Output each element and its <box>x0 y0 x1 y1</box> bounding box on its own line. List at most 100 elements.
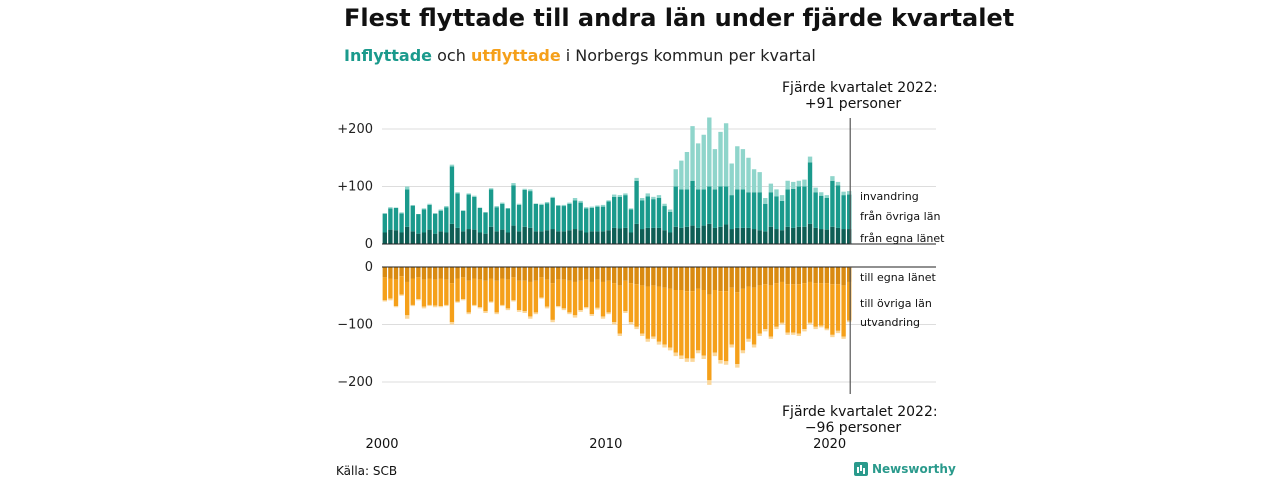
bar-inflow-immigration <box>612 194 617 197</box>
bar-outflow-own <box>690 267 695 292</box>
bar-outflow-other <box>690 291 695 359</box>
bar-inflow-own <box>847 229 852 244</box>
bar-inflow-other <box>768 192 774 227</box>
bar-inflow-immigration <box>404 186 410 190</box>
bar-inflow-other <box>589 207 595 232</box>
bar-inflow-immigration <box>388 207 393 209</box>
bar-inflow-own <box>500 229 505 244</box>
bar-inflow-immigration <box>567 202 572 204</box>
bar-outflow-emigration <box>544 306 550 309</box>
bar-outflow-other <box>662 287 667 345</box>
bar-outflow-own <box>807 267 813 282</box>
bar-outflow-emigration <box>617 333 622 336</box>
bar-inflow-immigration <box>701 134 706 190</box>
bar-inflow-own <box>723 224 729 244</box>
bar-outflow-emigration <box>500 304 505 307</box>
bar-outflow-emigration <box>494 312 499 315</box>
bar-inflow-own <box>763 231 768 244</box>
bar-outflow-emigration <box>768 336 774 339</box>
bar-outflow-other <box>427 278 432 305</box>
bar-inflow-own <box>438 231 443 244</box>
bar-inflow-other <box>533 203 539 232</box>
bar-inflow-immigration <box>651 196 656 200</box>
bar-inflow-immigration <box>740 149 746 190</box>
bar-inflow-immigration <box>746 157 751 193</box>
bar-outflow-own <box>684 267 690 292</box>
bar-outflow-other <box>740 288 746 351</box>
bar-outflow-other <box>684 291 690 359</box>
bar-inflow-own <box>684 226 690 244</box>
bar-outflow-other <box>556 279 561 307</box>
bar-outflow-emigration <box>589 314 595 316</box>
bar-inflow-immigration <box>606 200 611 202</box>
bar-inflow-other <box>656 198 662 228</box>
bar-outflow-emigration <box>785 332 790 335</box>
bar-outflow-emigration <box>779 322 785 325</box>
bar-outflow-other <box>612 283 617 323</box>
bar-outflow-own <box>723 267 729 292</box>
bar-outflow-emigration <box>516 310 522 312</box>
bar-outflow-emigration <box>723 361 729 365</box>
bar-outflow-emigration <box>561 308 567 311</box>
bar-inflow-own <box>494 231 499 244</box>
bar-outflow-other <box>673 290 678 353</box>
bar-inflow-immigration <box>600 204 606 207</box>
bar-outflow-own <box>432 267 438 280</box>
bar-inflow-own <box>735 227 740 244</box>
bar-outflow-other <box>438 278 443 307</box>
subtitle-rest: i Norbergs kommun per kvartal <box>560 46 816 65</box>
bar-inflow-other <box>813 192 818 228</box>
bar-outflow-other <box>572 281 578 316</box>
bar-outflow-own <box>612 267 617 284</box>
bar-outflow-own <box>847 267 852 282</box>
bar-outflow-emigration <box>707 380 712 385</box>
bar-inflow-own <box>667 232 673 244</box>
bar-outflow-own <box>578 267 583 281</box>
bar-inflow-immigration <box>494 206 499 208</box>
bar-outflow-emigration <box>522 311 527 313</box>
bar-outflow-emigration <box>455 301 460 303</box>
bar-outflow-other <box>410 278 415 305</box>
bar-outflow-emigration <box>690 358 695 362</box>
bar-outflow-emigration <box>432 305 438 308</box>
bar-outflow-other <box>701 290 706 356</box>
bar-outflow-emigration <box>819 325 824 328</box>
bar-inflow-own <box>841 229 846 244</box>
source-label: Källa: SCB <box>336 464 398 478</box>
bar-outflow-other <box>651 285 656 337</box>
bar-inflow-other <box>578 202 583 231</box>
bar-inflow-other <box>824 198 830 230</box>
bar-outflow-emigration <box>578 310 583 312</box>
annotation-bottom-line1: Fjärde kvartalet 2022: <box>782 404 938 420</box>
bar-outflow-own <box>494 267 499 281</box>
bar-inflow-own <box>550 229 555 244</box>
y-tick-label-top: +100 <box>337 180 373 195</box>
bar-inflow-immigration <box>757 172 762 193</box>
bar-inflow-own <box>751 229 757 244</box>
bar-outflow-own <box>466 267 471 281</box>
bar-inflow-other <box>516 204 522 232</box>
bar-inflow-own <box>589 231 595 244</box>
bar-outflow-own <box>662 267 667 288</box>
bar-outflow-emigration <box>813 326 818 330</box>
bar-outflow-own <box>779 267 785 282</box>
bar-inflow-other <box>550 198 555 230</box>
bar-inflow-other <box>841 195 846 230</box>
bar-outflow-emigration <box>488 301 494 303</box>
bar-outflow-own <box>656 267 662 287</box>
bar-outflow-other <box>796 284 802 334</box>
bar-outflow-other <box>757 285 762 334</box>
bar-outflow-own <box>472 267 477 279</box>
bar-outflow-emigration <box>757 333 762 336</box>
bar-inflow-immigration <box>438 209 443 211</box>
chart-subtitle: Inflyttade och utflyttade i Norbergs kom… <box>344 46 816 65</box>
bar-outflow-other <box>634 284 639 327</box>
bar-outflow-own <box>824 267 830 284</box>
bar-outflow-emigration <box>600 316 606 319</box>
bar-inflow-own <box>416 233 421 244</box>
bar-outflow-emigration <box>404 315 410 319</box>
bar-outflow-own <box>751 267 757 288</box>
bar-inflow-other <box>382 213 387 233</box>
bar-inflow-other <box>388 208 393 230</box>
